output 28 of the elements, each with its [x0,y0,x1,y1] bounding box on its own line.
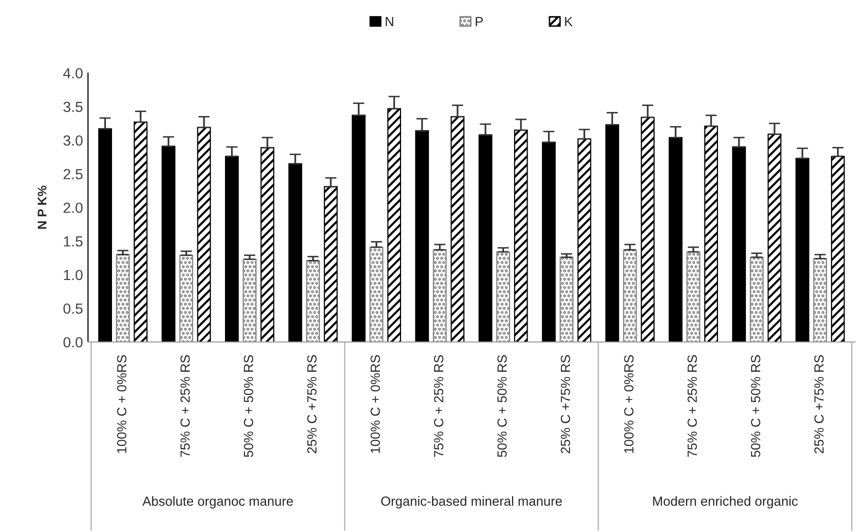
y-tick-label: 3.0 [63,135,83,146]
y-tick-label: 0.5 [63,303,83,314]
x-tick-label: 75% C + 25% RS [688,355,697,457]
x-tick-label: 75% C + 25% RS [180,355,190,457]
x-tick-label: 25% C +75% RS [814,355,824,454]
x-tick-label: 50% C + 50% RS [497,355,507,458]
y-axis-title: N P K% [38,186,46,229]
x-tick-label: 100% C + 0%RS [370,355,380,453]
y-tick-label: 2.5 [64,168,83,180]
y-tick-label: 3.5 [63,102,83,112]
y-tick-label: 4.0 [63,68,83,78]
text: Absolute organoc manure [142,496,293,508]
x-tick-label: 50% C + 50% RS [244,355,254,458]
x-tick-label: 25% C +75% RS [560,355,570,454]
y-tick-label: 1.5 [64,236,83,247]
legend-label: N [386,17,394,26]
x-tick-label: 25% C +75% RS [307,355,317,454]
x-tick-label: 75% C + 25% RS [434,355,444,457]
y-tick-label: 1.0 [64,270,83,280]
x-tick-label: 100% C + 0%RS [624,355,634,453]
legend-label: K [565,17,573,26]
text: Organic-based mineral manure [381,496,562,508]
x-tick-label: 100% C + 0%RS [117,355,126,453]
y-tick-label: 2.0 [64,202,83,213]
x-tick-label: 50% C + 50% RS [750,355,760,458]
legend-label: P [476,17,483,26]
text: Modern enriched organic [653,496,798,508]
y-tick-label: 0.0 [63,337,83,348]
